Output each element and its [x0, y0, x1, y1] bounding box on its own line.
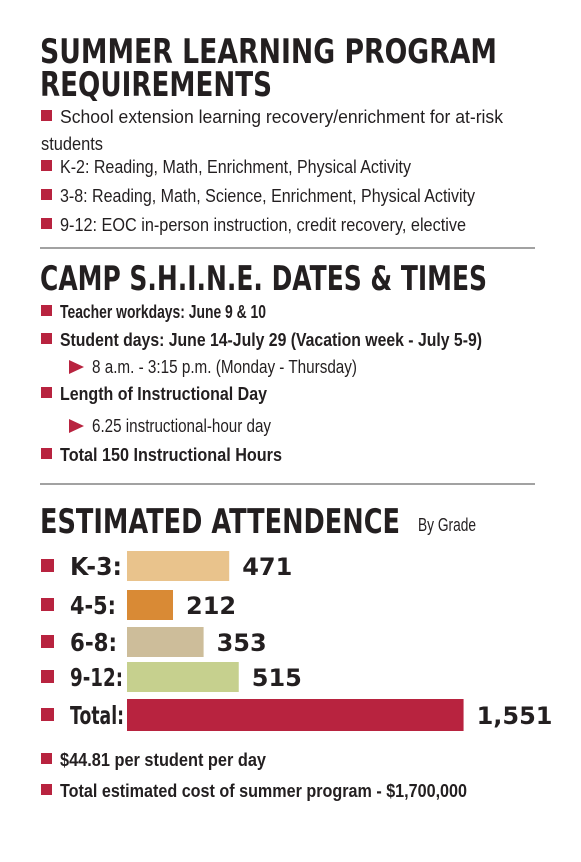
category-label: 4-5:	[70, 591, 116, 620]
chart-title: ESTIMATED ATTENDENCE	[40, 502, 400, 542]
bullet	[41, 189, 52, 200]
category-label: 9-12:	[70, 663, 123, 692]
bullet	[41, 708, 54, 721]
requirement: K-2: Reading, Math, Enrichment, Physical…	[60, 157, 411, 177]
value-label: 471	[242, 553, 292, 581]
note: Total estimated cost of summer program -…	[60, 781, 467, 801]
date-detail: 6.25 instructional-hour day	[92, 416, 271, 436]
value-label: 515	[252, 664, 302, 692]
note: $44.81 per student per day	[60, 750, 266, 770]
bar	[127, 662, 239, 692]
section-title: CAMP S.H.I.N.E. DATES & TIMES	[40, 259, 487, 299]
value-label: 212	[186, 592, 236, 620]
bullet	[41, 448, 52, 459]
arrow	[69, 360, 84, 374]
bar	[127, 627, 204, 657]
category-label: 6-8:	[70, 628, 117, 657]
bullet	[41, 305, 52, 316]
bar	[127, 699, 464, 731]
date-detail: 8 a.m. - 3:15 p.m. (Monday - Thursday)	[92, 357, 357, 377]
bullet	[41, 635, 54, 648]
section-title: SUMMER LEARNING PROGRAM	[40, 32, 497, 72]
bullet	[41, 160, 52, 171]
bullet	[41, 784, 52, 795]
arrow	[69, 419, 84, 433]
bullet	[41, 753, 52, 764]
chart-subtitle: By Grade	[418, 515, 476, 535]
bar	[127, 590, 174, 620]
section-title: REQUIREMENTS	[40, 65, 272, 105]
requirement: 9-12: EOC in-person instruction, credit …	[60, 215, 466, 235]
requirement: students	[41, 134, 103, 154]
date-item: Student days: June 14-July 29 (Vacation …	[60, 330, 482, 350]
value-label: 353	[217, 629, 267, 657]
bullet	[41, 110, 52, 121]
value-label: 1,551	[477, 702, 553, 730]
bullet	[41, 670, 54, 683]
bar	[127, 551, 230, 581]
bullet	[41, 559, 54, 572]
date-item: Total 150 Instructional Hours	[60, 445, 282, 465]
requirement: School extension learning recovery/enric…	[60, 107, 504, 127]
category-label: Total:	[70, 701, 124, 730]
bullet	[41, 598, 54, 611]
bullet	[41, 218, 52, 229]
category-label: K-3:	[70, 552, 122, 581]
date-item: Teacher workdays: June 9 & 10	[60, 302, 266, 322]
bullet	[41, 387, 52, 398]
bullet	[41, 333, 52, 344]
requirement: 3-8: Reading, Math, Science, Enrichment,…	[60, 186, 475, 206]
date-item: Length of Instructional Day	[60, 384, 267, 404]
